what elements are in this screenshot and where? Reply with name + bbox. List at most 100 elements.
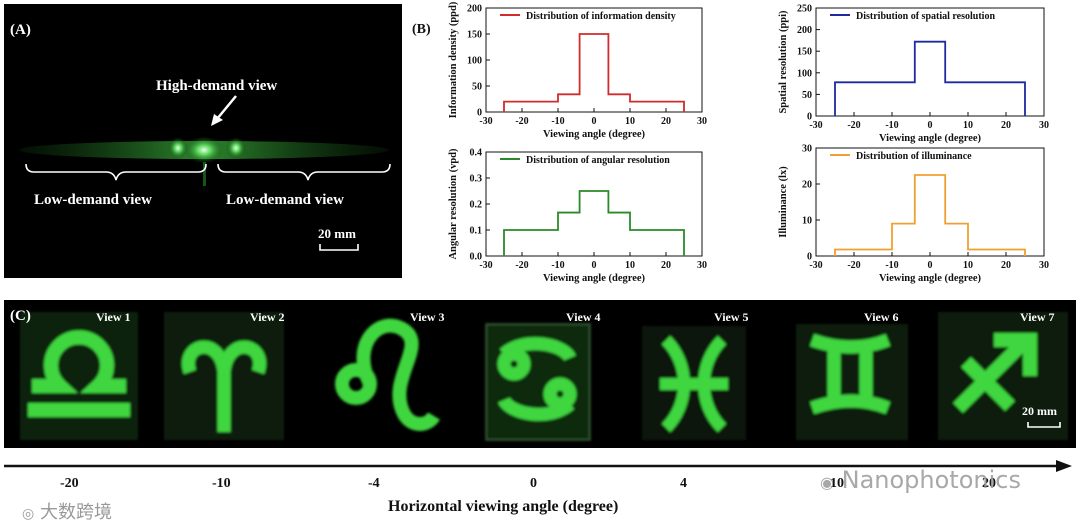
x-tick-label: -10	[551, 260, 564, 271]
y-tick-label: 30	[802, 144, 812, 155]
y-tick-label: 0.1	[470, 226, 483, 237]
x-tick-label: -20	[515, 260, 528, 271]
x-tick-label: 30	[697, 116, 707, 127]
right-brace	[217, 163, 391, 181]
legend-label: Distribution of angular resolution	[526, 155, 670, 166]
x-axis-title: Viewing angle (degree)	[543, 273, 646, 284]
chart-information-density: -30 -20 -10 0 10 20 30 0 50 100 150 200 Viewing angl…	[448, 1, 707, 140]
angle-tick-3: -4	[368, 476, 380, 491]
y-tick-label: 0.3	[470, 174, 483, 185]
series-line	[503, 190, 685, 256]
low-demand-right-label: Low-demand view	[226, 192, 344, 208]
cancer-symbol-icon	[485, 323, 591, 441]
view-5-label: View 5	[714, 310, 749, 324]
legend-label: Distribution of spatial resolution	[856, 11, 995, 22]
x-tick-label: -30	[809, 120, 822, 131]
x-tick-label: -20	[847, 120, 860, 131]
scale-label-c: 20 mm	[1022, 404, 1057, 418]
watermark-right: ◉ Nanophotonics	[820, 466, 1021, 494]
arrow-icon	[216, 95, 237, 120]
view-1-label: View 1	[96, 310, 131, 324]
x-tick-label: 0	[928, 120, 933, 131]
y-tick-label: 250	[797, 4, 812, 15]
chart-angular-resolution: -30 -20 -10 0 10 20 30 0.0 0.1 0.2 0.3 0.4 Viewing a…	[448, 148, 707, 285]
x-tick-label: 20	[1001, 120, 1011, 131]
x-tick-label: 0	[592, 116, 597, 127]
low-demand-left-label: Low-demand view	[34, 192, 152, 208]
y-tick-label: 0.0	[470, 252, 483, 263]
light-band-graphic	[19, 95, 391, 251]
panel-b-label: (B)	[412, 22, 431, 37]
plot-frame	[815, 147, 1045, 257]
scale-bar	[319, 244, 359, 251]
y-tick-label: 20	[802, 180, 812, 191]
series-line	[834, 40, 1026, 116]
plot-frame	[485, 7, 703, 113]
y-tick-label: 0.4	[470, 148, 483, 159]
x-tick-label: 0	[592, 260, 597, 271]
y-tick-label: 200	[797, 25, 812, 36]
chart-illuminance: -30 -20 -10 0 10 20 30 0 10 20 30 Viewing angle (de…	[778, 144, 1049, 285]
angle-tick-6: 10	[830, 476, 844, 491]
wechat-icon: ◉	[820, 473, 834, 492]
high-demand-label: High-demand view	[156, 78, 278, 94]
aries-symbol-icon	[164, 312, 284, 440]
angle-tick-5: 4	[680, 476, 687, 491]
view-7-label: View 7	[1020, 310, 1055, 324]
view-2-label: View 2	[250, 310, 285, 324]
horizontal-axis-title: Horizontal viewing angle (degree)	[388, 498, 619, 515]
angle-tick-2: -10	[212, 476, 231, 491]
panel-c-photos: (C) View 1 View 2 View 3 View 4 View 5 V…	[4, 300, 1076, 448]
pisces-symbol-icon	[642, 326, 746, 440]
x-tick-label: 10	[625, 260, 635, 271]
zodiac-views-graphic	[20, 312, 1068, 441]
y-tick-label: 100	[797, 68, 812, 79]
x-tick-label: 30	[697, 260, 707, 271]
y-tick-label: 0	[807, 112, 812, 123]
plot-frame	[815, 7, 1045, 117]
angle-tick-1: -20	[60, 476, 79, 491]
x-tick-label: 0	[928, 260, 933, 271]
left-brace	[25, 163, 207, 181]
x-tick-label: -10	[551, 116, 564, 127]
x-tick-label: -30	[479, 260, 492, 271]
panel-c-label: (C)	[10, 308, 31, 324]
horizontal-axis-arrow	[4, 460, 1072, 472]
gemini-symbol-icon	[796, 324, 908, 440]
y-tick-label: 100	[467, 56, 482, 67]
y-tick-label: 50	[802, 90, 812, 101]
view-4-label: View 4	[566, 310, 601, 324]
x-axis-title: Viewing angle (degree)	[543, 129, 646, 140]
y-tick-label: 50	[472, 82, 482, 93]
watermark-left: ◎ 大数跨境	[22, 502, 112, 523]
x-tick-label: 10	[625, 116, 635, 127]
y-tick-label: 150	[467, 30, 482, 41]
y-tick-label: 150	[797, 47, 812, 58]
y-tick-label: 0	[477, 108, 482, 119]
x-tick-label: 20	[661, 260, 671, 271]
legend-label: Distribution of information density	[526, 11, 676, 22]
plot-frame	[485, 151, 703, 257]
y-axis-title: Angular resolution (vpd)	[448, 148, 459, 260]
legend-label: Distribution of illuminance	[856, 151, 972, 162]
panel-a-label: (A)	[10, 22, 31, 38]
x-tick-label: 10	[963, 120, 973, 131]
chart-spatial-resolution: -30 -20 -10 0 10 20 30 0 50 100 150 200 250 Viewing a…	[778, 4, 1049, 145]
y-axis-title: Illuminance (lx)	[778, 166, 789, 238]
x-tick-label: 10	[963, 260, 973, 271]
scale-label-a: 20 mm	[318, 226, 356, 241]
x-axis-title: Viewing angle (degree)	[879, 133, 982, 144]
y-tick-label: 200	[467, 4, 482, 15]
x-tick-label: -10	[885, 260, 898, 271]
y-tick-label: 0.2	[470, 200, 483, 211]
series-line	[503, 33, 685, 112]
series-line	[834, 174, 1026, 256]
libra-symbol-icon	[20, 312, 138, 440]
scale-bar-c	[1027, 422, 1061, 428]
x-tick-label: -20	[847, 260, 860, 271]
y-tick-label: 0	[807, 252, 812, 263]
x-tick-label: -30	[479, 116, 492, 127]
x-tick-label: -30	[809, 260, 822, 271]
x-tick-label: 30	[1039, 120, 1049, 131]
watermark-logo-icon: ◎	[22, 506, 35, 522]
